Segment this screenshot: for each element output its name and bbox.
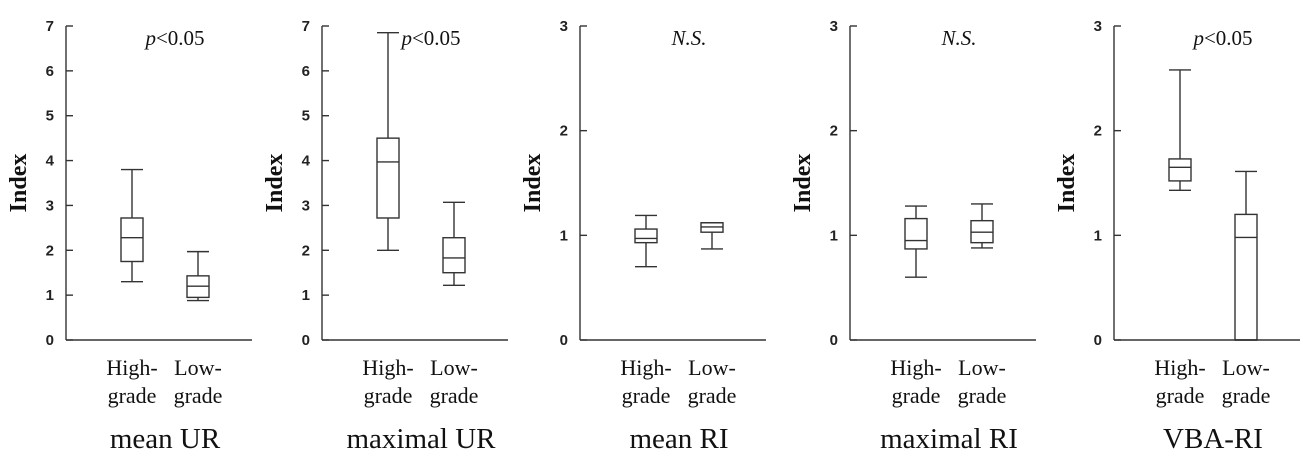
category-label: Low- xyxy=(688,355,736,380)
significance-annotation: N.S. xyxy=(670,26,706,50)
category-label: grade xyxy=(1156,383,1205,408)
y-axis-label: Index xyxy=(520,154,546,213)
category-label: grade xyxy=(1222,383,1271,408)
y-axis-label: Index xyxy=(1054,154,1080,213)
y-tick-label: 2 xyxy=(560,123,568,140)
y-tick-label: 3 xyxy=(302,197,310,214)
category-label: Low- xyxy=(174,355,222,380)
box-plot xyxy=(700,222,724,250)
box-plot xyxy=(1234,170,1258,341)
box-plot xyxy=(634,214,658,268)
category-label: High- xyxy=(890,355,941,380)
panel-title: VBA-RI xyxy=(1163,423,1263,455)
category-label: grade xyxy=(688,383,737,408)
category-label: Low- xyxy=(958,355,1006,380)
y-tick-label: 7 xyxy=(302,18,310,35)
y-tick-label: 7 xyxy=(46,18,54,35)
category-label: grade xyxy=(364,383,413,408)
annotation-italic: p xyxy=(1191,26,1204,50)
y-axis-label: Index xyxy=(6,154,32,213)
chart-panel: 0 1 2 3 Index High-grade Low-grade N.S. maximal … xyxy=(790,18,1036,455)
box-plot xyxy=(442,201,466,286)
box-plot xyxy=(120,168,144,283)
category-label: grade xyxy=(958,383,1007,408)
panel-title: mean RI xyxy=(629,423,728,455)
y-axis-label: Index xyxy=(262,154,288,213)
y-tick-label: 0 xyxy=(560,332,568,349)
y-tick-label: 1 xyxy=(302,287,310,304)
y-tick-label: 2 xyxy=(830,123,838,140)
panel-title: maximal RI xyxy=(880,423,1018,455)
annotation-italic: N.S. xyxy=(940,26,976,50)
y-tick-label: 3 xyxy=(560,18,568,35)
box-plot xyxy=(376,32,400,251)
annotation-text: <0.05 xyxy=(1204,26,1253,50)
category-label: grade xyxy=(622,383,671,408)
annotation-italic: p xyxy=(399,26,412,50)
box-iqr xyxy=(1234,213,1258,341)
category-label: High- xyxy=(620,355,671,380)
box-iqr xyxy=(904,217,928,250)
category-label: grade xyxy=(174,383,223,408)
y-tick-label: 4 xyxy=(302,153,311,170)
chart-panel: 0 1 2 3 Index High-grade Low-grade N.S. mean RI xyxy=(520,18,766,455)
category-label: Low- xyxy=(430,355,478,380)
y-tick-label: 6 xyxy=(302,63,310,80)
chart-panel: 0 1 2 3 4 5 6 7 Index High-grade Low-grade p<0.05 me… xyxy=(6,18,252,455)
y-tick-label: 3 xyxy=(46,197,54,214)
category-label: High- xyxy=(106,355,157,380)
annotation-text: <0.05 xyxy=(156,26,205,50)
box-plot xyxy=(1168,69,1192,192)
significance-annotation: N.S. xyxy=(940,26,976,50)
y-tick-label: 1 xyxy=(560,227,568,244)
y-tick-label: 4 xyxy=(46,153,55,170)
y-tick-label: 2 xyxy=(302,242,310,259)
category-label: grade xyxy=(108,383,157,408)
box-iqr xyxy=(376,137,400,219)
panel-title: maximal UR xyxy=(346,423,496,455)
category-label: High- xyxy=(1154,355,1205,380)
category-label: Low- xyxy=(1222,355,1270,380)
panel-title: mean UR xyxy=(110,423,221,455)
y-tick-label: 5 xyxy=(302,108,310,125)
box-plot xyxy=(904,205,928,278)
annotation-text: <0.05 xyxy=(412,26,461,50)
chart-panel: 0 1 2 3 4 5 6 7 Index High-grade Low-grade p<0.05 ma… xyxy=(262,18,508,455)
y-tick-label: 2 xyxy=(46,242,54,259)
y-axis-label: Index xyxy=(790,154,816,213)
y-tick-label: 1 xyxy=(46,287,54,304)
box-iqr xyxy=(120,217,144,263)
category-label: grade xyxy=(892,383,941,408)
y-tick-label: 0 xyxy=(1094,332,1102,349)
y-tick-label: 6 xyxy=(46,63,54,80)
annotation-italic: N.S. xyxy=(670,26,706,50)
y-tick-label: 0 xyxy=(830,332,838,349)
box-iqr xyxy=(1168,158,1192,182)
y-tick-label: 3 xyxy=(830,18,838,35)
y-tick-label: 5 xyxy=(46,108,54,125)
box-iqr xyxy=(442,237,466,274)
y-tick-label: 1 xyxy=(830,227,838,244)
significance-annotation: p<0.05 xyxy=(399,26,460,50)
y-tick-label: 3 xyxy=(1094,18,1102,35)
category-label: grade xyxy=(430,383,479,408)
significance-annotation: p<0.05 xyxy=(1191,26,1252,50)
box-iqr xyxy=(634,228,658,244)
box-plot xyxy=(186,250,210,302)
significance-annotation: p<0.05 xyxy=(143,26,204,50)
box-plot xyxy=(970,203,994,249)
chart-panel: 0 1 2 3 Index High-grade Low-grade p<0.05 VBA-RI xyxy=(1054,18,1300,455)
category-label: High- xyxy=(362,355,413,380)
annotation-italic: p xyxy=(143,26,156,50)
y-tick-label: 0 xyxy=(46,332,54,349)
y-tick-label: 2 xyxy=(1094,123,1102,140)
y-tick-label: 1 xyxy=(1094,227,1102,244)
y-tick-label: 0 xyxy=(302,332,310,349)
